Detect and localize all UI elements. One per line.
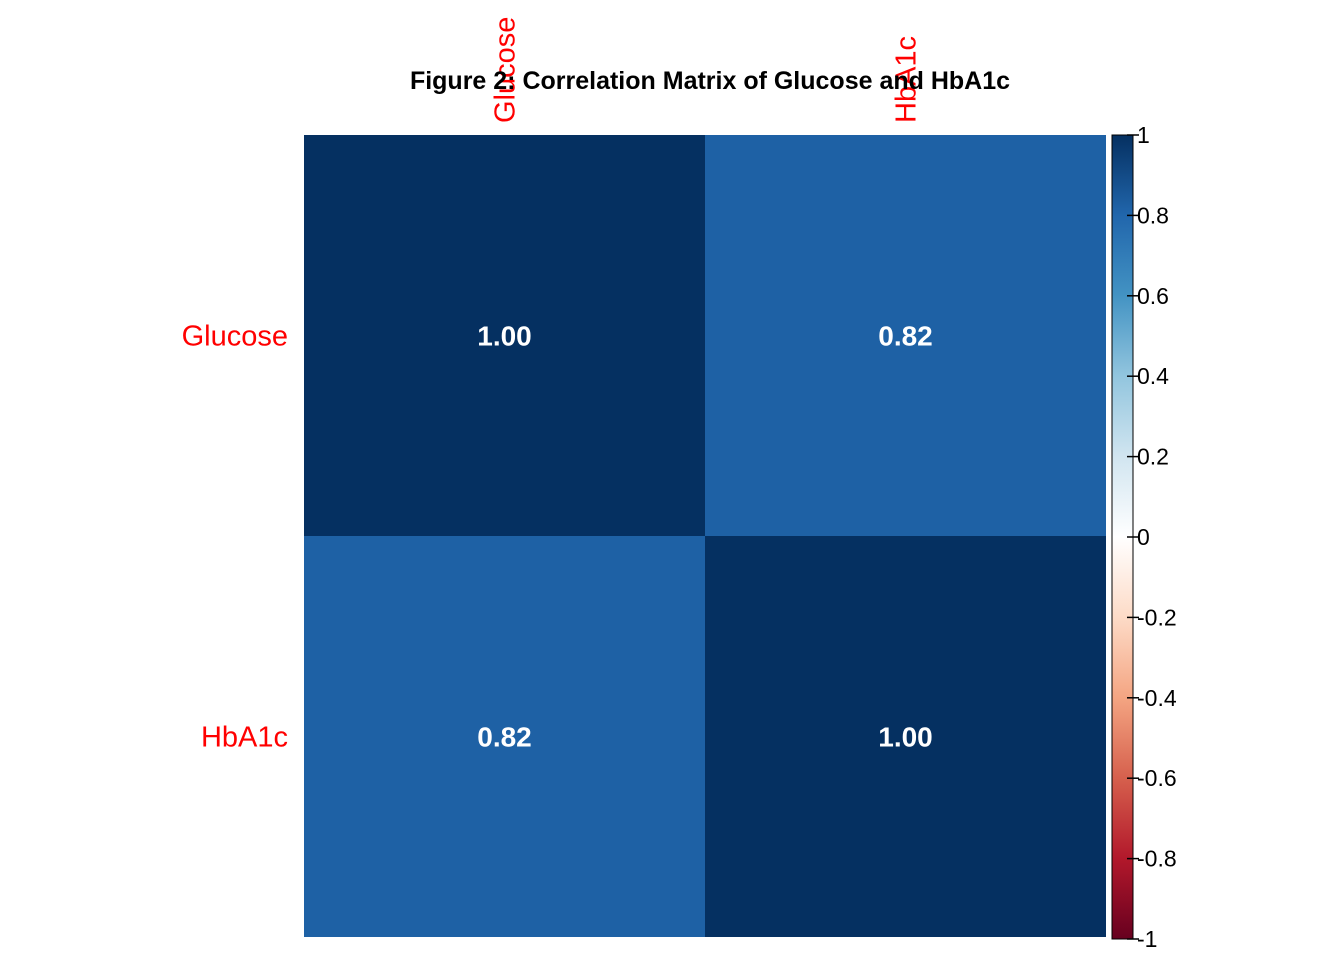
heatmap-cell [304,135,705,536]
colorbar-tick-label: 0.2 [1137,444,1169,470]
column-labels: Glucose HbA1c [490,17,923,123]
colorbar-tick-label: -1 [1137,926,1157,952]
column-label: HbA1c [891,36,923,123]
heatmap-cells [304,135,1106,937]
colorbar-tick-label: -0.4 [1137,685,1177,711]
cell-value-label: 0.82 [477,722,532,753]
colorbar-tick-label: 0.6 [1137,283,1169,309]
cell-value-label: 1.00 [477,321,532,352]
heatmap-cell [304,536,705,937]
colorbar-tick-label: -0.6 [1137,765,1177,791]
row-label: Glucose [182,321,288,353]
colorbar-tick-label: -0.8 [1137,846,1177,872]
cell-value-label: 0.82 [878,321,933,352]
colorbar-tick-label: 0.4 [1137,363,1169,389]
colorbar-tick-label: -0.2 [1137,604,1177,630]
colorbar-tick-label: 0 [1137,524,1150,550]
colorbar-tick-label: 0.8 [1137,202,1169,228]
cell-value-label: 1.00 [878,722,933,753]
column-label: Glucose [490,17,522,123]
heatmap-cell [705,536,1106,937]
row-labels: Glucose HbA1c [182,321,288,754]
colorbar-tick-label: 1 [1137,122,1150,148]
colorbar: 1 0.8 0.6 0.4 0.2 0 -0.2 -0.4 -0.6 -0.8 -1 [1111,122,1177,952]
chart-title: Figure 2: Correlation Matrix of Glucose … [410,67,1010,95]
heatmap-cell-labels: 1.00 0.82 0.82 1.00 [477,321,933,753]
heatmap-cell [705,135,1106,536]
row-label: HbA1c [201,722,288,754]
